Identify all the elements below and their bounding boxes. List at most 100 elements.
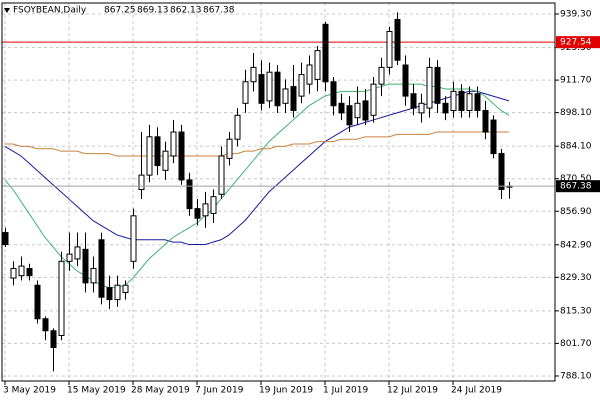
x-tick-label: 3 May 2019 <box>3 386 56 396</box>
candle-body <box>442 102 449 114</box>
candle-body <box>290 86 297 111</box>
candle-body <box>330 81 337 107</box>
x-tick-label: 19 Jun 2019 <box>259 386 313 396</box>
chart-title: FSOYBEAN,Daily <box>13 6 87 16</box>
candle-body <box>466 93 473 111</box>
candle-body <box>498 153 505 190</box>
candle-body <box>50 330 57 348</box>
candle-body <box>234 114 241 140</box>
candle-body <box>434 66 441 104</box>
header-low: 862.13 <box>170 6 202 16</box>
candle-body <box>418 102 425 114</box>
candle-body <box>474 93 481 111</box>
y-tick-label: 815.30 <box>560 306 592 316</box>
candle-body <box>130 215 137 262</box>
y-tick-label: 856.90 <box>560 207 592 217</box>
candle-body <box>354 102 361 119</box>
candle-body <box>162 150 169 171</box>
plot-layer <box>2 12 555 372</box>
y-tick-label: 801.70 <box>560 339 592 349</box>
candle-body <box>402 64 409 97</box>
candle-body <box>250 66 257 83</box>
candle-body <box>410 93 417 109</box>
candle-body <box>154 136 161 167</box>
x-tick-label: 15 May 2019 <box>67 386 126 396</box>
price-label: 867.38 <box>560 182 592 192</box>
candle-body <box>322 23 329 83</box>
y-tick-label: 870.50 <box>560 174 592 184</box>
candle-body <box>490 119 497 155</box>
candle-body <box>242 81 249 104</box>
candle-body <box>114 284 121 301</box>
candle-body <box>314 50 321 80</box>
candle-body <box>90 267 97 284</box>
candle-body <box>98 239 105 298</box>
level-label-box <box>556 36 600 49</box>
candle-body <box>106 287 113 301</box>
y-tick-label: 911.70 <box>560 76 592 86</box>
candle-body <box>378 66 385 85</box>
candle-body <box>346 105 353 126</box>
x-tick-label: 7 Jun 2019 <box>195 386 244 396</box>
y-tick-label: 884.10 <box>560 142 592 152</box>
candle-body <box>170 131 177 157</box>
candle-body <box>66 253 73 262</box>
candle-body <box>338 102 345 114</box>
candle-body <box>274 71 281 107</box>
candle-body <box>186 179 193 210</box>
candle-body <box>258 74 265 104</box>
candle-body <box>370 83 377 116</box>
candle-body <box>266 71 273 102</box>
candle-body <box>458 90 465 111</box>
candle-body <box>82 248 89 284</box>
candle-body <box>450 90 457 111</box>
y-tick-label: 842.90 <box>560 240 592 250</box>
candle-body <box>42 318 49 332</box>
symbol-icon <box>4 8 10 13</box>
candle-body <box>306 64 313 85</box>
header-open: 867.25 <box>104 6 136 16</box>
y-tick-label: 788.10 <box>560 371 592 381</box>
candle-body <box>18 265 25 277</box>
price-label-box <box>556 180 600 193</box>
candle-body <box>386 30 393 68</box>
candle-body <box>122 284 129 293</box>
x-tick-label: 28 May 2019 <box>131 386 190 396</box>
axis-layer: 939.30925.30911.70898.10884.10870.50856.… <box>3 10 600 396</box>
candle-body <box>138 174 145 190</box>
candle-body <box>178 131 185 181</box>
x-tick-label: 12 Jul 2019 <box>387 386 438 396</box>
candle-body <box>218 155 225 195</box>
candle-body <box>2 232 9 246</box>
candle-body <box>146 136 153 176</box>
moving-average-line <box>5 131 509 157</box>
level-label: 927.54 <box>560 38 592 48</box>
header-high: 869.13 <box>137 6 169 16</box>
x-tick-label: 1 Jul 2019 <box>323 386 368 396</box>
candle-body <box>58 260 65 337</box>
candle-body <box>26 267 33 277</box>
x-tick-label: 24 Jul 2019 <box>451 386 502 396</box>
candle-body <box>394 19 401 61</box>
candle-body <box>74 246 81 260</box>
moving-average-line <box>4 83 510 289</box>
y-tick-label: 898.10 <box>560 108 592 118</box>
candle-body <box>426 66 433 109</box>
candle-body <box>34 284 41 320</box>
candle-body <box>282 88 289 104</box>
y-tick-label: 829.30 <box>560 273 592 283</box>
header-close: 867.38 <box>203 6 235 16</box>
candle-body <box>298 74 305 97</box>
candle-body <box>10 267 17 279</box>
candle-body <box>362 100 369 121</box>
moving-average-line <box>4 90 510 246</box>
plot-frame <box>1 2 556 382</box>
y-tick-label: 939.30 <box>560 10 592 20</box>
candle-body <box>210 196 217 214</box>
candle-body <box>226 138 233 159</box>
candle-body <box>202 203 209 217</box>
candle-body <box>482 109 489 133</box>
